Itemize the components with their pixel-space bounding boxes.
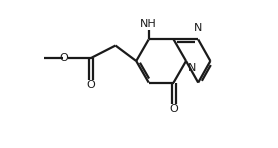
Text: NH: NH xyxy=(140,20,157,29)
Text: O: O xyxy=(59,53,68,63)
Text: O: O xyxy=(86,80,95,90)
Text: N: N xyxy=(188,63,196,73)
Text: N: N xyxy=(194,22,202,33)
Text: O: O xyxy=(169,104,178,114)
